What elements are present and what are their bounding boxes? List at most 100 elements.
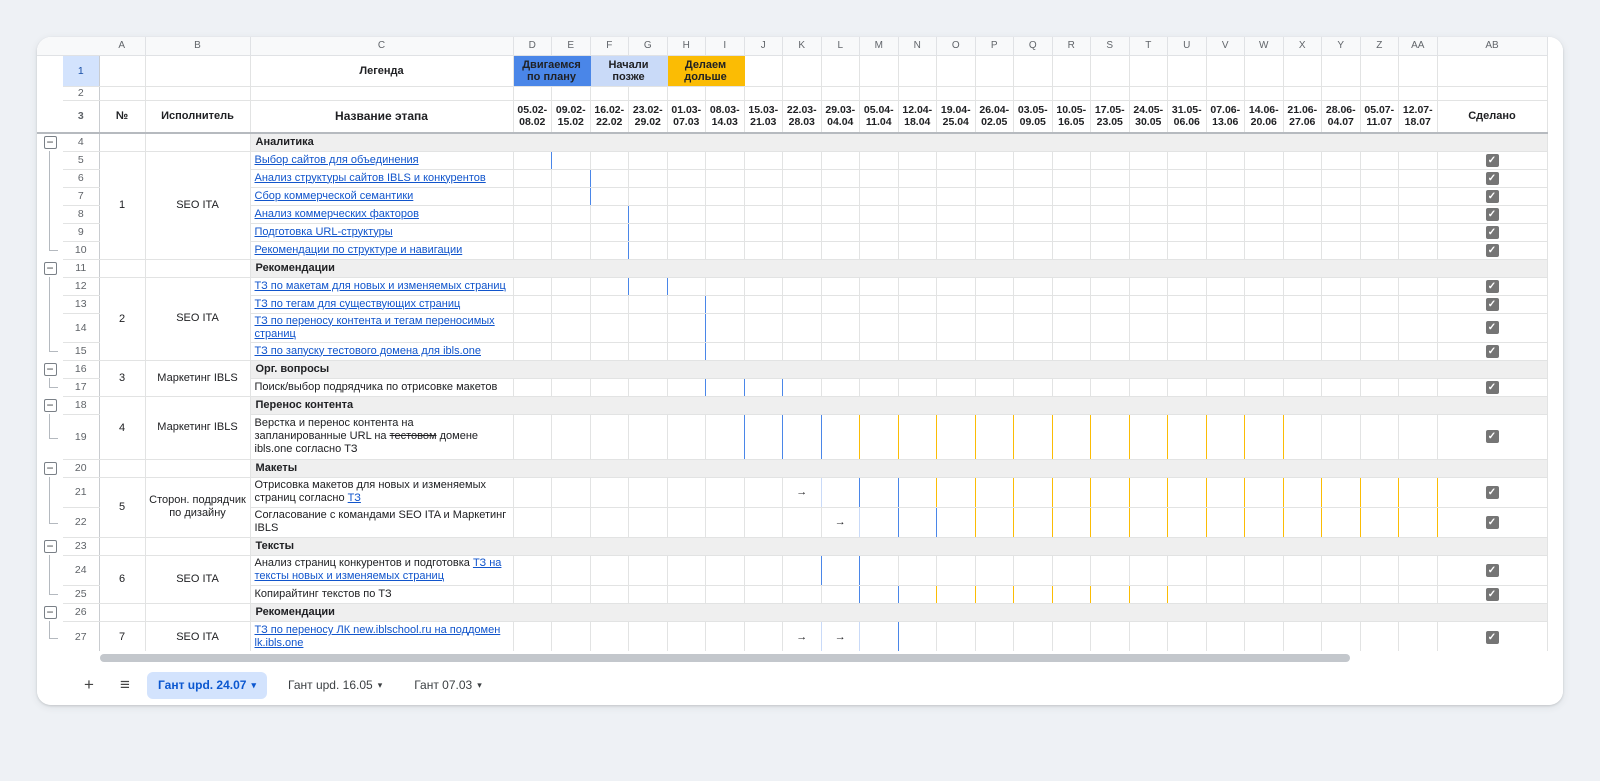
executor-header[interactable]: Исполнитель bbox=[145, 100, 251, 134]
column-header-C[interactable]: C bbox=[250, 37, 514, 56]
column-header-N[interactable]: N bbox=[898, 37, 937, 56]
gantt-bar-cell[interactable] bbox=[513, 151, 552, 170]
cell[interactable] bbox=[936, 241, 976, 260]
cell[interactable] bbox=[1398, 169, 1438, 188]
cell[interactable] bbox=[898, 55, 937, 87]
date-range-header[interactable]: 01.03- 07.03 bbox=[667, 100, 706, 134]
cell[interactable] bbox=[667, 507, 706, 538]
cell[interactable] bbox=[1013, 55, 1053, 87]
stage-number[interactable]: 6 bbox=[99, 555, 146, 604]
cell[interactable] bbox=[705, 585, 745, 604]
cell[interactable] bbox=[1398, 414, 1438, 460]
cell[interactable] bbox=[1206, 277, 1245, 296]
cell[interactable] bbox=[1206, 241, 1245, 260]
cell[interactable] bbox=[590, 378, 629, 397]
executor-name[interactable]: SEO ITA bbox=[145, 621, 251, 651]
cell[interactable] bbox=[99, 133, 146, 152]
date-range-header[interactable]: 29.03- 04.04 bbox=[821, 100, 860, 134]
cell[interactable] bbox=[1167, 55, 1207, 87]
gantt-bar-cell[interactable] bbox=[1244, 507, 1284, 538]
gantt-bar-cell[interactable] bbox=[1129, 585, 1168, 604]
cell[interactable] bbox=[898, 241, 937, 260]
cell[interactable] bbox=[1283, 169, 1322, 188]
gantt-bar-cell[interactable] bbox=[1360, 477, 1399, 508]
gantt-bar-cell[interactable] bbox=[936, 507, 976, 538]
cell[interactable] bbox=[821, 205, 860, 224]
tab-dropdown-icon[interactable]: ▾ bbox=[477, 679, 482, 690]
cell[interactable] bbox=[1244, 223, 1284, 242]
done-cell[interactable]: ✓ bbox=[1437, 223, 1548, 242]
tab-dropdown-icon[interactable]: ▾ bbox=[251, 679, 256, 690]
cell[interactable] bbox=[782, 86, 822, 101]
collapse-group-icon[interactable]: − bbox=[43, 362, 57, 376]
cell[interactable] bbox=[936, 342, 976, 361]
cell[interactable] bbox=[1244, 585, 1284, 604]
task-link[interactable]: ТЗ по макетам для новых и изменяемых стр… bbox=[254, 279, 506, 292]
cell[interactable] bbox=[744, 151, 783, 170]
done-header[interactable]: Сделано bbox=[1437, 100, 1548, 134]
column-header-V[interactable]: V bbox=[1206, 37, 1245, 56]
date-range-header[interactable]: 16.02- 22.02 bbox=[590, 100, 629, 134]
cell[interactable] bbox=[667, 477, 706, 508]
cell[interactable] bbox=[1360, 86, 1399, 101]
gantt-bar-cell[interactable] bbox=[1321, 507, 1361, 538]
cell[interactable] bbox=[1437, 55, 1548, 87]
cell[interactable] bbox=[590, 187, 629, 206]
date-range-header[interactable]: 12.04- 18.04 bbox=[898, 100, 937, 134]
task-name-cell[interactable]: Выбор сайтов для объединения bbox=[250, 151, 514, 170]
done-checkbox[interactable]: ✓ bbox=[1485, 189, 1499, 203]
cell[interactable] bbox=[744, 507, 783, 538]
cell[interactable] bbox=[1321, 55, 1361, 87]
cell[interactable] bbox=[1052, 342, 1091, 361]
cell[interactable] bbox=[1013, 187, 1053, 206]
cell[interactable] bbox=[744, 477, 783, 508]
cell[interactable] bbox=[936, 313, 976, 343]
task-link[interactable]: Анализ коммерческих факторов bbox=[254, 207, 419, 220]
date-range-header[interactable]: 19.04- 25.04 bbox=[936, 100, 976, 134]
cell[interactable] bbox=[1283, 205, 1322, 224]
cell[interactable] bbox=[1398, 277, 1438, 296]
stage-number[interactable]: 5 bbox=[99, 477, 146, 538]
gantt-bar-cell[interactable] bbox=[1129, 477, 1168, 508]
cell[interactable] bbox=[1090, 313, 1130, 343]
gantt-bar-cell[interactable] bbox=[859, 585, 899, 604]
sheet-tab-2[interactable]: Гант 07.03 ▾ bbox=[403, 672, 493, 699]
gantt-bar-cell[interactable] bbox=[821, 414, 860, 460]
cell[interactable] bbox=[1398, 86, 1438, 101]
done-cell[interactable]: ✓ bbox=[1437, 621, 1548, 651]
section-title[interactable]: Тексты bbox=[250, 537, 1548, 556]
cell[interactable] bbox=[821, 295, 860, 314]
column-header-R[interactable]: R bbox=[1052, 37, 1091, 56]
cell[interactable] bbox=[975, 86, 1014, 101]
cell[interactable] bbox=[821, 169, 860, 188]
done-cell[interactable]: ✓ bbox=[1437, 295, 1548, 314]
cell[interactable] bbox=[975, 277, 1014, 296]
cell[interactable] bbox=[859, 277, 899, 296]
cell[interactable] bbox=[898, 86, 937, 101]
cell[interactable] bbox=[551, 241, 591, 260]
collapse-group-icon[interactable]: − bbox=[43, 261, 57, 275]
task-link[interactable]: ТЗ на тексты новых и изменяемых страниц bbox=[254, 557, 502, 582]
cell[interactable] bbox=[628, 378, 668, 397]
cell[interactable] bbox=[99, 603, 146, 622]
gantt-bar-cell[interactable] bbox=[667, 295, 706, 314]
cell[interactable] bbox=[1206, 313, 1245, 343]
cell[interactable] bbox=[1360, 555, 1399, 586]
cell[interactable] bbox=[667, 555, 706, 586]
task-name-cell[interactable]: Подготовка URL-структуры bbox=[250, 223, 514, 242]
gantt-bar-cell[interactable] bbox=[1283, 477, 1322, 508]
cell[interactable] bbox=[1013, 621, 1053, 651]
section-title[interactable]: Перенос контента bbox=[250, 396, 1548, 415]
gantt-bar-cell[interactable] bbox=[936, 585, 976, 604]
row-number[interactable]: 10 bbox=[63, 241, 100, 260]
gantt-bar-cell[interactable] bbox=[1321, 477, 1361, 508]
cell[interactable] bbox=[898, 342, 937, 361]
cell[interactable] bbox=[628, 241, 668, 260]
column-header-D[interactable]: D bbox=[513, 37, 552, 56]
cell[interactable] bbox=[513, 477, 552, 508]
date-range-header[interactable]: 17.05- 23.05 bbox=[1090, 100, 1130, 134]
date-range-header[interactable]: 10.05- 16.05 bbox=[1052, 100, 1091, 134]
cell[interactable] bbox=[1360, 277, 1399, 296]
cell[interactable] bbox=[782, 507, 822, 538]
cell[interactable] bbox=[1360, 585, 1399, 604]
